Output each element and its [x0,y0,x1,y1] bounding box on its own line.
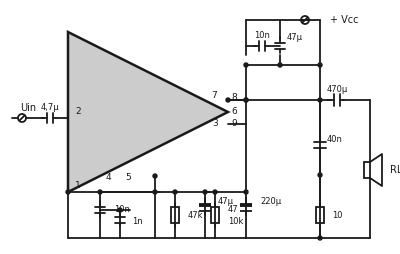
Circle shape [98,190,102,194]
Text: 4: 4 [105,173,111,183]
Text: 8: 8 [231,93,237,103]
Text: 4,7µ: 4,7µ [41,103,59,113]
Text: 1n: 1n [132,217,143,227]
Circle shape [213,190,217,194]
Text: 47: 47 [228,205,239,214]
Text: 47µ: 47µ [218,198,234,207]
Text: 2: 2 [75,107,81,117]
Text: 5: 5 [125,173,131,183]
Circle shape [226,98,230,102]
Text: 47µ: 47µ [287,34,303,42]
Circle shape [66,190,70,194]
Text: 470µ: 470µ [326,86,348,94]
Text: RL: RL [390,165,400,175]
Circle shape [244,98,248,102]
Circle shape [203,190,207,194]
Text: 6: 6 [231,107,237,117]
Circle shape [318,236,322,240]
Text: 7: 7 [211,91,217,101]
Circle shape [278,63,282,67]
Circle shape [244,63,248,67]
Circle shape [118,208,122,212]
Bar [364,162,370,178]
Circle shape [318,173,322,177]
Text: 10n: 10n [254,31,270,40]
Text: 220µ: 220µ [260,198,281,207]
Text: 3: 3 [212,119,218,129]
Circle shape [318,98,322,102]
Polygon shape [68,32,228,192]
Text: + Vcc: + Vcc [330,15,358,25]
Circle shape [244,98,248,102]
Circle shape [153,174,157,178]
Text: 47k: 47k [188,211,204,219]
Circle shape [244,190,248,194]
Circle shape [173,190,177,194]
Circle shape [318,63,322,67]
Text: 10n: 10n [114,205,130,214]
Text: 9: 9 [231,119,237,129]
Bar [171,207,179,223]
Text: 10k: 10k [228,217,243,227]
Bar [211,207,219,223]
Text: Uin: Uin [20,103,36,113]
Text: 1: 1 [75,182,81,190]
Bar [316,207,324,223]
Circle shape [153,190,157,194]
Text: 40n: 40n [327,135,343,145]
Text: 10: 10 [332,211,342,219]
